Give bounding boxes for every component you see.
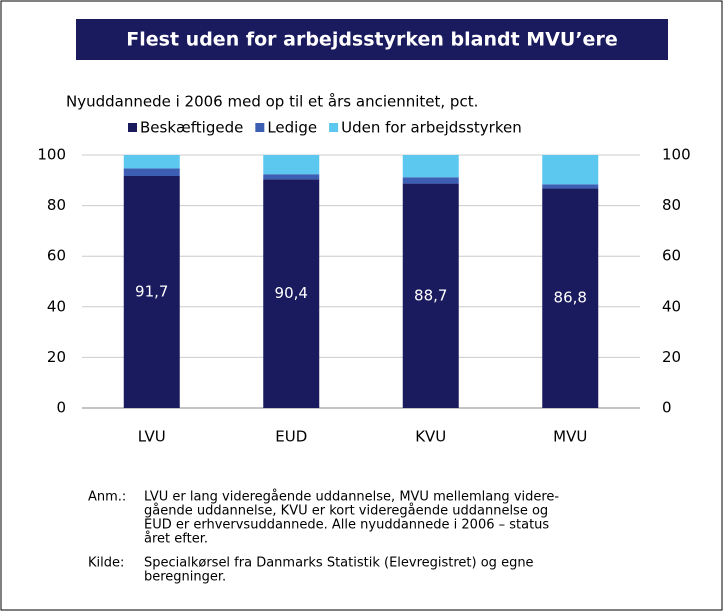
x-tick-label: MVU xyxy=(553,428,587,446)
note-line: beregninger. xyxy=(144,570,226,585)
bar-segment xyxy=(542,155,599,185)
x-tick-label: KVU xyxy=(415,428,446,446)
bar-segment xyxy=(402,183,459,408)
subtitle: Nyuddannede i 2006 med op til et års anc… xyxy=(66,93,478,111)
bar-segment xyxy=(542,188,599,408)
value-label: 86,8 xyxy=(554,289,587,307)
legend-swatch xyxy=(128,123,137,132)
legend-label: Ledige xyxy=(267,119,317,137)
x-tick-label: EUD xyxy=(275,428,307,446)
y-tick-label: 40 xyxy=(47,297,66,315)
value-label: 90,4 xyxy=(275,284,308,302)
note-line: Specialkørsel fra Danmarks Statistik (El… xyxy=(144,556,534,571)
bar-segment xyxy=(402,155,459,178)
y2-tick-label: 100 xyxy=(662,146,691,164)
y-tick-label: 80 xyxy=(47,196,66,214)
bar-segment xyxy=(263,174,320,180)
y2-tick-label: 20 xyxy=(662,348,681,366)
x-tick-label: LVU xyxy=(138,428,166,446)
note-label: Anm.: xyxy=(88,490,126,505)
y-tick-label: 20 xyxy=(47,348,66,366)
y2-tick-label: 40 xyxy=(662,297,681,315)
bar-segment xyxy=(263,179,320,408)
legend-label: Beskæftigede xyxy=(140,119,243,137)
y2-tick-label: 0 xyxy=(662,399,672,417)
note-line: gående uddannelse, KVU er kort videregåe… xyxy=(144,504,548,519)
y-tick-label: 0 xyxy=(56,399,66,417)
note-line: LVU er lang videregående uddannelse, MVU… xyxy=(144,490,559,505)
chart-title: Flest uden for arbejdsstyrken blandt MVU… xyxy=(126,29,617,51)
bar-segment xyxy=(123,168,180,176)
note-line: året efter. xyxy=(144,532,208,547)
bar-segment xyxy=(402,177,459,184)
note-line: EUD er erhvervsuddannede. Alle nyuddanne… xyxy=(144,518,549,533)
legend-swatch xyxy=(255,123,265,132)
legend-label: Uden for arbejdsstyrken xyxy=(341,119,522,137)
value-label: 88,7 xyxy=(414,286,447,304)
value-label: 91,7 xyxy=(135,282,168,300)
y2-tick-label: 80 xyxy=(662,196,681,214)
title-bar xyxy=(76,19,668,60)
legend-swatch xyxy=(329,123,339,132)
bar-segment xyxy=(263,155,320,175)
y-tick-label: 100 xyxy=(37,146,66,164)
bar-segment xyxy=(542,184,599,189)
bar-segment xyxy=(123,155,180,169)
y-tick-label: 60 xyxy=(47,247,66,265)
y2-tick-label: 60 xyxy=(662,247,681,265)
bar-segment xyxy=(123,175,180,408)
note-label: Kilde: xyxy=(88,556,124,571)
